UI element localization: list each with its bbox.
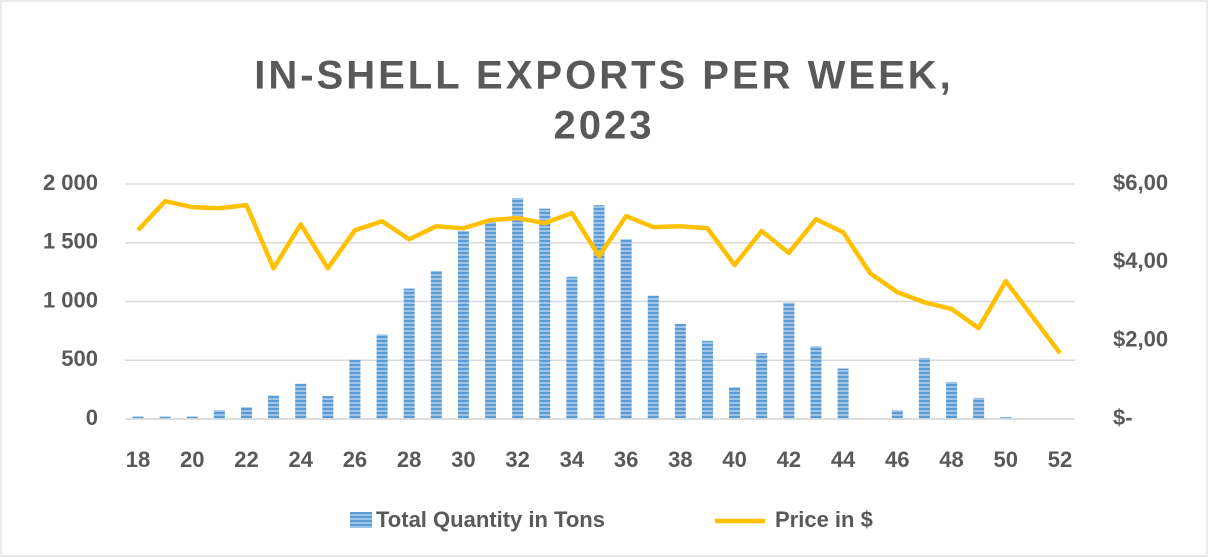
bar xyxy=(729,387,741,419)
bar xyxy=(430,270,442,419)
bar xyxy=(837,368,849,419)
x-tick-label: 34 xyxy=(560,447,585,472)
bar xyxy=(946,381,958,419)
bar xyxy=(512,198,524,419)
bar xyxy=(973,397,985,419)
legend-label: Total Quantity in Tons xyxy=(376,507,605,532)
x-tick-label: 18 xyxy=(126,447,150,472)
bar xyxy=(457,231,469,419)
bar xyxy=(566,276,578,419)
y-tick-label: 1 000 xyxy=(43,287,98,312)
bar xyxy=(891,410,903,419)
bar xyxy=(783,302,795,419)
bar xyxy=(756,353,768,419)
bar xyxy=(349,359,361,419)
bar xyxy=(539,208,551,419)
bar xyxy=(186,416,198,419)
bar xyxy=(701,340,713,419)
bar xyxy=(376,334,388,419)
x-tick-label: 24 xyxy=(288,447,313,472)
x-tick-label: 40 xyxy=(722,447,746,472)
y2-tick-label: $6,00 xyxy=(1113,170,1168,195)
bar xyxy=(268,395,280,419)
bar xyxy=(918,357,930,419)
bar xyxy=(620,239,632,419)
x-tick-label: 26 xyxy=(343,447,367,472)
bar xyxy=(295,383,307,419)
x-tick-label: 20 xyxy=(180,447,204,472)
bar xyxy=(132,416,144,419)
bar xyxy=(674,323,686,419)
y2-tick-label: $2,00 xyxy=(1113,326,1168,351)
y2-tick-label: $4,00 xyxy=(1113,248,1168,273)
bar xyxy=(485,221,497,419)
y2-tick-label: $- xyxy=(1113,405,1133,430)
bar xyxy=(1000,417,1012,419)
x-tick-label: 32 xyxy=(505,447,529,472)
x-tick-label: 44 xyxy=(831,447,856,472)
bar xyxy=(159,416,171,419)
legend-swatch xyxy=(350,512,372,528)
bar xyxy=(593,205,605,419)
x-tick-label: 30 xyxy=(451,447,475,472)
x-tick-label: 52 xyxy=(1048,447,1072,472)
x-tick-label: 36 xyxy=(614,447,638,472)
bar xyxy=(322,396,334,419)
chart-title: IN-SHELL EXPORTS PER WEEK, xyxy=(254,54,954,98)
y-tick-label: 2 000 xyxy=(43,170,98,195)
bar xyxy=(403,288,415,419)
x-tick-label: 22 xyxy=(234,447,258,472)
x-tick-label: 28 xyxy=(397,447,421,472)
x-tick-label: 48 xyxy=(939,447,963,472)
y-tick-label: 500 xyxy=(61,346,98,371)
y-tick-label: 0 xyxy=(86,405,98,430)
bar xyxy=(810,346,822,419)
x-tick-label: 42 xyxy=(777,447,801,472)
bar xyxy=(213,410,225,419)
bar xyxy=(240,407,252,419)
y-tick-label: 1 500 xyxy=(43,229,98,254)
chart-title: 2023 xyxy=(554,104,655,148)
x-tick-label: 50 xyxy=(994,447,1018,472)
x-tick-label: 38 xyxy=(668,447,692,472)
bar xyxy=(647,295,659,419)
price-line xyxy=(136,198,1062,355)
legend-label: Price in $ xyxy=(775,507,873,532)
x-tick-label: 46 xyxy=(885,447,909,472)
